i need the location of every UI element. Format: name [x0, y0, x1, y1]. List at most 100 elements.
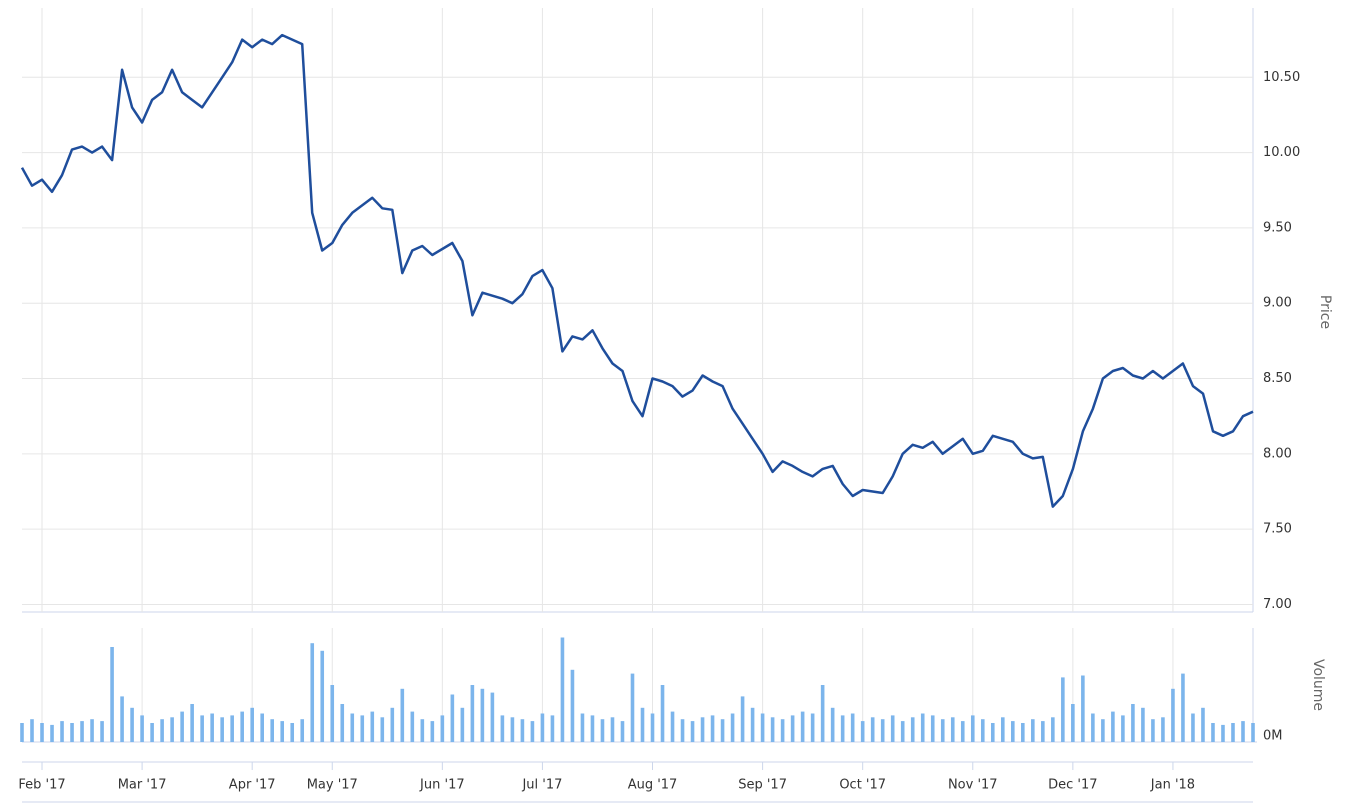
volume-bar — [800, 711, 805, 742]
y-tick-label: 9.00 — [1263, 296, 1292, 311]
volume-bar — [820, 685, 825, 742]
x-tick-label: Apr '17 — [229, 778, 276, 793]
price-axis-title: Price — [1317, 295, 1333, 329]
volume-bar — [900, 721, 905, 742]
volume-bar — [1201, 707, 1205, 742]
volume-bar — [960, 721, 965, 742]
volume-bar — [270, 719, 275, 742]
volume-bar — [1221, 724, 1225, 742]
volume-bar — [640, 707, 645, 742]
volume-bar — [1191, 713, 1195, 742]
volume-bar — [1151, 719, 1155, 742]
volume-bar — [870, 717, 875, 742]
volume-bar — [550, 715, 555, 742]
volume-bar — [160, 719, 164, 742]
volume-bar — [260, 713, 264, 742]
volume-bar — [920, 713, 925, 742]
volume-bar — [470, 685, 475, 742]
volume-bar — [810, 713, 815, 742]
volume-bar — [410, 711, 415, 742]
volume-bar — [510, 717, 515, 742]
volume-bar — [1011, 721, 1015, 742]
x-tick-label: Oct '17 — [839, 778, 886, 793]
volume-bar — [110, 647, 114, 742]
y-tick-label: 8.50 — [1263, 371, 1292, 386]
x-tick-label: Nov '17 — [948, 778, 998, 793]
volume-bar — [950, 717, 955, 742]
volume-bar — [990, 723, 995, 742]
volume-bar — [500, 715, 505, 742]
volume-bar — [440, 715, 445, 742]
volume-bar — [340, 704, 345, 742]
volume-bar — [20, 723, 24, 742]
x-tick-label: Jul '17 — [521, 778, 562, 793]
volume-bar — [750, 707, 755, 742]
volume-bar — [910, 717, 915, 742]
volume-bar — [620, 721, 625, 742]
volume-bar — [50, 724, 54, 742]
volume-bar — [530, 721, 535, 742]
volume-bar — [630, 673, 635, 742]
volume-bar — [740, 696, 745, 742]
volume-bar — [720, 719, 725, 742]
volume-bar — [300, 719, 305, 742]
volume-bar — [1071, 704, 1075, 742]
volume-bar — [1231, 723, 1235, 742]
y-tick-label: 10.00 — [1263, 145, 1300, 160]
volume-bar — [230, 715, 234, 742]
volume-bar — [370, 711, 375, 742]
volume-bar — [1091, 713, 1095, 742]
volume-bar — [680, 719, 685, 742]
volume-bar — [890, 715, 895, 742]
volume-bar — [1161, 717, 1165, 742]
volume-bar — [70, 723, 74, 742]
volume-bar — [480, 688, 485, 742]
volume-bar — [90, 719, 94, 742]
volume-bar — [780, 719, 785, 742]
x-tick-label: May '17 — [307, 778, 358, 793]
volume-bar — [1171, 688, 1175, 742]
volume-bar — [840, 715, 845, 742]
volume-bar — [670, 711, 675, 742]
volume-bar — [450, 694, 455, 742]
y2-tick-label: 0M — [1263, 729, 1283, 744]
volume-bar — [60, 721, 64, 742]
x-tick-label: Jun '17 — [419, 778, 465, 793]
volume-bar — [380, 717, 385, 742]
volume-bar — [1111, 711, 1115, 742]
volume-bar — [760, 713, 765, 742]
volume-bar — [460, 707, 465, 742]
volume-bar — [430, 721, 435, 742]
volume-bar — [610, 717, 615, 742]
volume-bar — [250, 707, 254, 742]
volume-bar — [170, 717, 174, 742]
volume-bar — [100, 721, 104, 742]
volume-bar — [1181, 673, 1185, 742]
volume-bar — [970, 715, 975, 742]
volume-bar — [880, 719, 885, 742]
volume-bar — [330, 685, 335, 742]
volume-bar — [220, 717, 224, 742]
volume-bar — [280, 721, 285, 742]
volume-bar — [570, 669, 575, 742]
volume-bar — [1101, 719, 1105, 742]
volume-bar — [490, 692, 495, 742]
volume-bar — [940, 719, 945, 742]
volume-bar — [1211, 723, 1215, 742]
x-tick-label: Sep '17 — [738, 778, 787, 793]
volume-bar — [140, 715, 144, 742]
volume-bar — [320, 650, 325, 742]
x-tick-label: Jan '18 — [1150, 778, 1195, 793]
volume-bar — [190, 704, 194, 742]
volume-bar — [1131, 704, 1135, 742]
volume-bar — [420, 719, 425, 742]
volume-bar — [590, 715, 595, 742]
volume-bar — [200, 715, 204, 742]
volume-bar — [400, 688, 405, 742]
volume-bar — [700, 717, 705, 742]
volume-bar — [650, 713, 655, 742]
volume-bar — [1241, 721, 1245, 742]
volume-bar — [120, 696, 124, 742]
